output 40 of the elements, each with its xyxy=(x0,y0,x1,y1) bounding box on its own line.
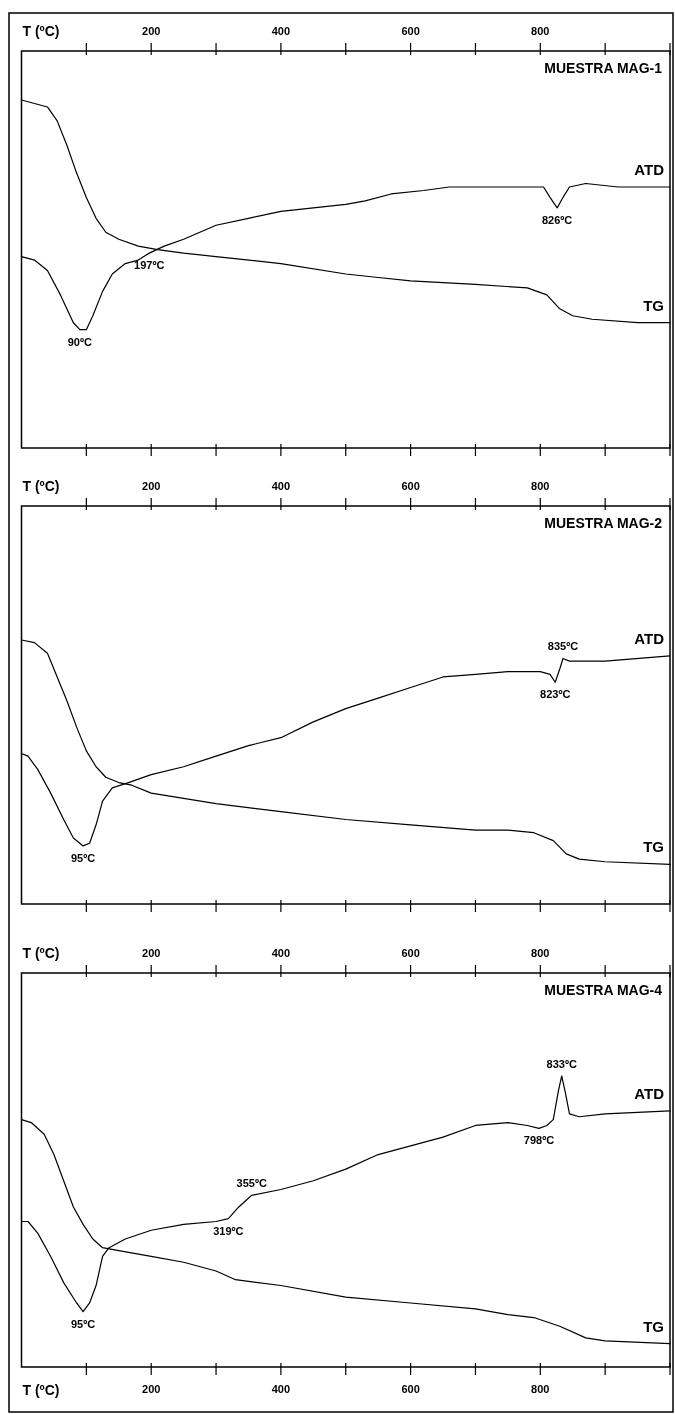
chart-title: MUESTRA MAG-1 xyxy=(544,60,663,76)
chart-title: MUESTRA MAG-2 xyxy=(544,515,663,531)
series-label: TG xyxy=(643,838,664,856)
x-axis-title: T (ºC) xyxy=(22,23,60,39)
annotation: 319ºC xyxy=(213,1224,244,1237)
x2-tick-label: 400 xyxy=(271,1383,291,1395)
x-tick-label: 600 xyxy=(401,480,420,492)
annotation: 826ºC xyxy=(542,213,573,226)
x2-tick-label: 200 xyxy=(142,1383,161,1395)
x-tick-label: 800 xyxy=(531,480,550,492)
x-tick-label: 600 xyxy=(401,947,420,959)
annotation: 833ºC xyxy=(546,1058,577,1070)
annotation: 95ºC xyxy=(71,851,96,864)
series-label: TG xyxy=(643,1317,664,1335)
chart-title: MUESTRA MAG-4 xyxy=(544,982,663,998)
series-label: TG xyxy=(643,296,664,314)
series-label: ATD xyxy=(634,161,665,178)
annotation: 90ºC xyxy=(67,335,93,348)
x2-tick-label: 800 xyxy=(531,1383,550,1395)
series-label: ATD xyxy=(634,629,665,647)
annotation: 197ºC xyxy=(134,259,165,272)
x-tick-label: 200 xyxy=(142,25,161,37)
annotation: 798ºC xyxy=(523,1134,555,1147)
x-tick-label: 600 xyxy=(401,25,420,37)
x2-tick-label: 600 xyxy=(401,1383,420,1395)
annotation: 95ºC xyxy=(71,1317,96,1330)
annotation: 835ºC xyxy=(547,640,579,653)
annotation: 355ºC xyxy=(236,1177,267,1190)
x-tick-label: 800 xyxy=(531,25,550,37)
x-tick-label: 400 xyxy=(271,480,291,492)
x-tick-label: 200 xyxy=(142,480,161,492)
x-tick-label: 200 xyxy=(142,947,161,959)
annotation: 823ºC xyxy=(540,688,571,701)
x-tick-label: 800 xyxy=(531,947,550,959)
x-tick-label: 400 xyxy=(271,25,291,37)
x2-axis-title: T (ºC) xyxy=(22,945,60,961)
x-tick-label: 400 xyxy=(271,947,291,959)
series-label: ATD xyxy=(634,1084,665,1102)
x-axis-title: T (ºC) xyxy=(22,1382,60,1398)
x-axis-title: T (ºC) xyxy=(22,478,60,494)
